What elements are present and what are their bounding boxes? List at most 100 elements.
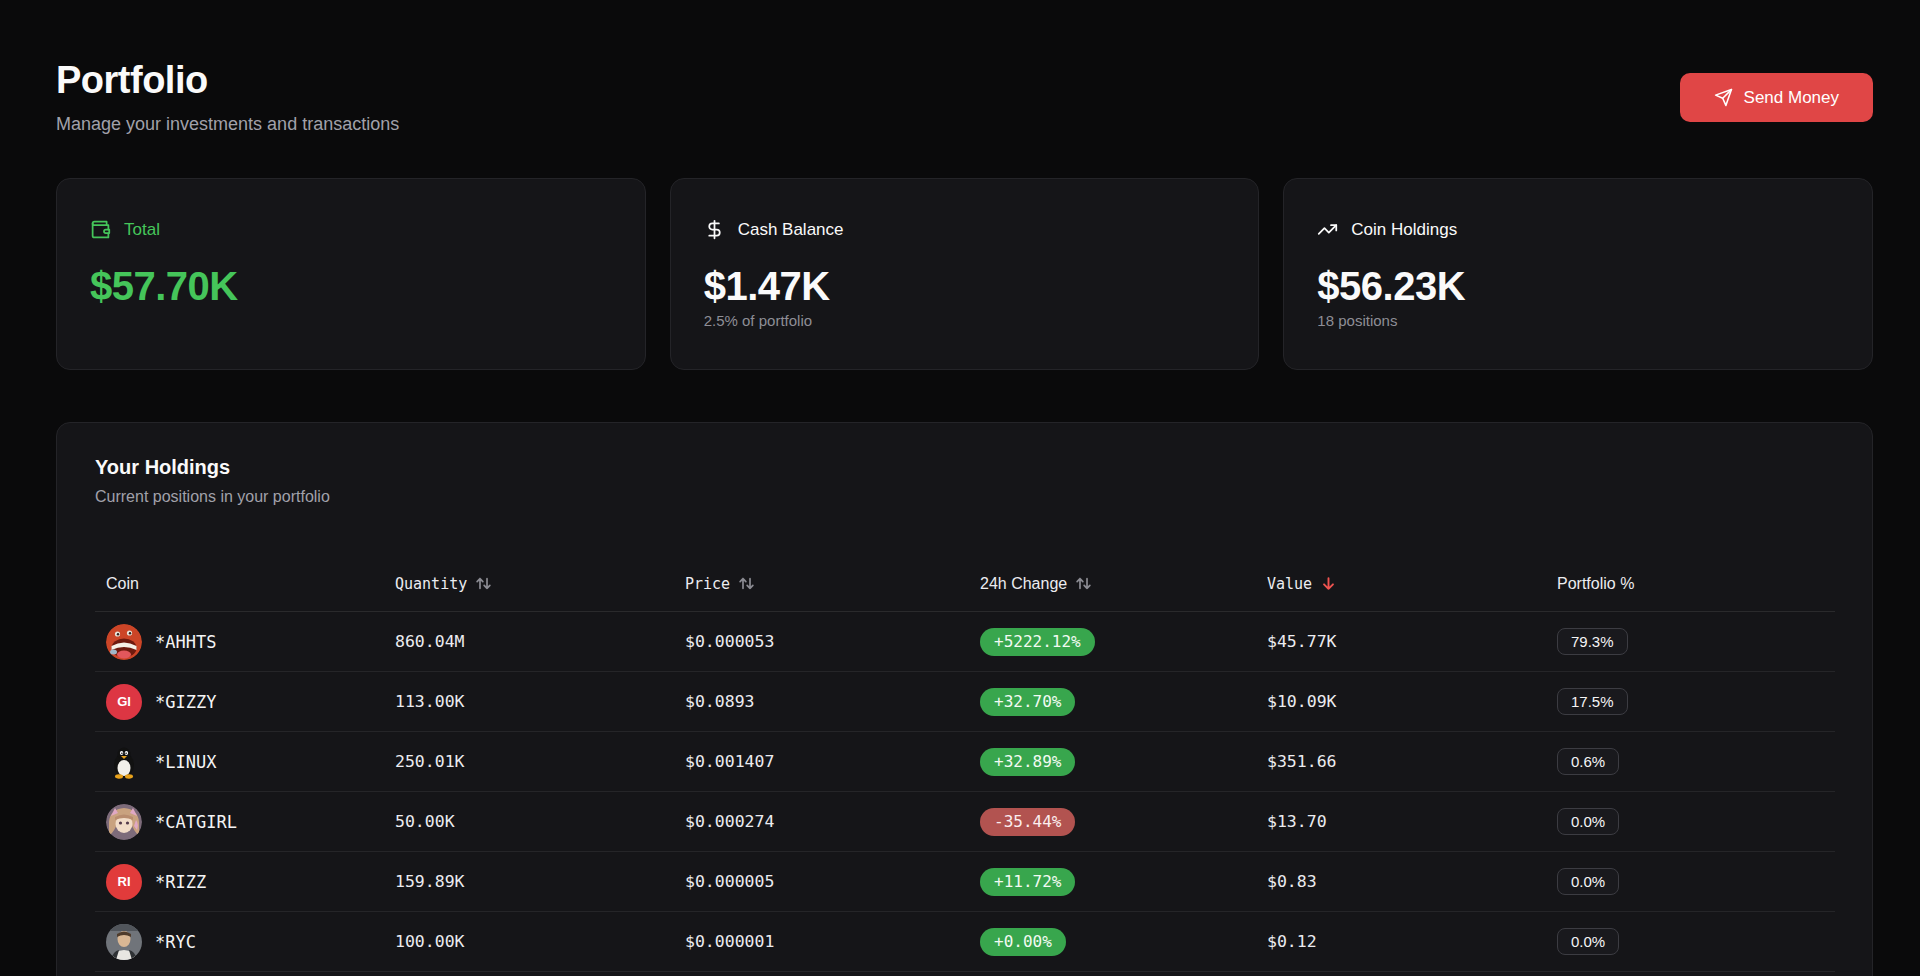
trending-up-icon	[1317, 219, 1338, 240]
quantity-cell: 50.00K	[395, 812, 685, 831]
column-header-price[interactable]: Price	[685, 575, 980, 593]
portfolio-pct-badge: 0.6%	[1557, 748, 1619, 775]
price-cell: $0.001407	[685, 752, 980, 771]
holdings-row[interactable]: *AHHTS 860.04M $0.000053 +5222.12% $45.7…	[95, 612, 1835, 672]
value-cell: $0.12	[1267, 932, 1557, 951]
portfolio-pct-badge: 0.0%	[1557, 928, 1619, 955]
stat-sub: 18 positions	[1317, 312, 1842, 329]
value-cell: $13.70	[1267, 812, 1557, 831]
coin-symbol: *GIZZY	[155, 692, 216, 712]
title-block: Portfolio Manage your investments and tr…	[56, 58, 399, 135]
stat-card-cash-balance: Cash Balance $1.47K 2.5% of portfolio	[670, 178, 1260, 370]
holdings-table: Coin Quantity Price 24h Change Value Por…	[95, 556, 1835, 972]
price-cell: $0.000274	[685, 812, 980, 831]
price-cell: $0.0893	[685, 692, 980, 711]
holdings-row[interactable]: *CATGIRL 50.00K $0.000274 -35.44% $13.70…	[95, 792, 1835, 852]
holdings-subtitle: Current positions in your portfolio	[95, 488, 1835, 506]
column-header-coin[interactable]: Coin	[95, 575, 395, 593]
stat-cards: Total $57.70K Cash Balance $1.47K 2.5% o…	[56, 178, 1873, 370]
change-cell: -35.44%	[980, 808, 1267, 836]
sort-desc-icon	[1320, 575, 1337, 592]
price-cell: $0.000053	[685, 632, 980, 651]
column-header-24h-change[interactable]: 24h Change	[980, 575, 1267, 593]
table-header-row: Coin Quantity Price 24h Change Value Por…	[95, 556, 1835, 612]
change-badge: -35.44%	[980, 808, 1075, 836]
quantity-cell: 250.01K	[395, 752, 685, 771]
change-badge: +32.89%	[980, 748, 1075, 776]
change-cell: +32.70%	[980, 688, 1267, 716]
holdings-row[interactable]: RI *RIZZ 159.89K $0.000005 +11.72% $0.83…	[95, 852, 1835, 912]
stat-sub: 2.5% of portfolio	[704, 312, 1229, 329]
stat-card-coin-holdings: Coin Holdings $56.23K 18 positions	[1283, 178, 1873, 370]
send-money-label: Send Money	[1744, 88, 1839, 108]
page-title: Portfolio	[56, 58, 399, 102]
stat-value: $1.47K	[704, 263, 1229, 309]
linux-avatar	[106, 744, 142, 780]
column-header-value[interactable]: Value	[1267, 575, 1557, 593]
portfolio-pct-cell: 0.0%	[1557, 808, 1835, 835]
portfolio-page: Portfolio Manage your investments and tr…	[56, 0, 1873, 976]
coin-cell: *AHHTS	[95, 624, 395, 660]
portfolio-pct-badge: 79.3%	[1557, 628, 1628, 655]
column-header-quantity[interactable]: Quantity	[395, 575, 685, 593]
stat-card-total: Total $57.70K	[56, 178, 646, 370]
coin-cell: GI *GIZZY	[95, 684, 395, 720]
portfolio-pct-cell: 0.0%	[1557, 928, 1835, 955]
portfolio-pct-cell: 0.0%	[1557, 868, 1835, 895]
rizz-avatar: RI	[106, 864, 142, 900]
stat-label-row: Cash Balance	[704, 219, 1229, 240]
change-badge: +0.00%	[980, 928, 1066, 956]
price-cell: $0.000001	[685, 932, 980, 951]
sort-both-icon	[475, 575, 492, 592]
value-cell: $45.77K	[1267, 632, 1557, 651]
sort-both-icon	[1075, 575, 1092, 592]
value-cell: $0.83	[1267, 872, 1557, 891]
ahhts-avatar	[106, 624, 142, 660]
stat-label-row: Coin Holdings	[1317, 219, 1842, 240]
page-subtitle: Manage your investments and transactions	[56, 114, 399, 135]
ryc-avatar	[106, 924, 142, 960]
column-header-portfolio-pct[interactable]: Portfolio %	[1557, 575, 1835, 593]
coin-symbol: *AHHTS	[155, 632, 216, 652]
coin-cell: *LINUX	[95, 744, 395, 780]
wallet-icon	[90, 219, 111, 240]
holdings-row[interactable]: *LINUX 250.01K $0.001407 +32.89% $351.66…	[95, 732, 1835, 792]
stat-label-row: Total	[90, 219, 615, 240]
value-cell: $351.66	[1267, 752, 1557, 771]
change-badge: +5222.12%	[980, 628, 1095, 656]
portfolio-pct-cell: 0.6%	[1557, 748, 1835, 775]
stat-value: $56.23K	[1317, 263, 1842, 309]
coin-cell: *CATGIRL	[95, 804, 395, 840]
portfolio-pct-cell: 79.3%	[1557, 628, 1835, 655]
quantity-cell: 159.89K	[395, 872, 685, 891]
catgirl-avatar	[106, 804, 142, 840]
portfolio-pct-badge: 17.5%	[1557, 688, 1628, 715]
coin-symbol: *LINUX	[155, 752, 216, 772]
topbar: Portfolio Manage your investments and tr…	[56, 58, 1873, 135]
quantity-cell: 113.00K	[395, 692, 685, 711]
send-icon	[1714, 88, 1733, 107]
portfolio-pct-badge: 0.0%	[1557, 808, 1619, 835]
coin-symbol: *RIZZ	[155, 872, 206, 892]
send-money-button[interactable]: Send Money	[1680, 73, 1873, 122]
coin-cell: *RYC	[95, 924, 395, 960]
sort-both-icon	[738, 575, 755, 592]
coin-cell: RI *RIZZ	[95, 864, 395, 900]
coin-symbol: *CATGIRL	[155, 812, 237, 832]
change-cell: +0.00%	[980, 928, 1267, 956]
stat-value: $57.70K	[90, 263, 615, 309]
gizzy-avatar: GI	[106, 684, 142, 720]
holdings-row[interactable]: GI *GIZZY 113.00K $0.0893 +32.70% $10.09…	[95, 672, 1835, 732]
change-cell: +11.72%	[980, 868, 1267, 896]
change-badge: +11.72%	[980, 868, 1075, 896]
holdings-row[interactable]: *RYC 100.00K $0.000001 +0.00% $0.12 0.0%	[95, 912, 1835, 972]
portfolio-pct-badge: 0.0%	[1557, 868, 1619, 895]
change-cell: +5222.12%	[980, 628, 1267, 656]
value-cell: $10.09K	[1267, 692, 1557, 711]
change-badge: +32.70%	[980, 688, 1075, 716]
dollar-icon	[704, 219, 725, 240]
stat-label: Cash Balance	[738, 220, 844, 240]
price-cell: $0.000005	[685, 872, 980, 891]
holdings-title: Your Holdings	[95, 456, 1835, 479]
stat-label: Coin Holdings	[1351, 220, 1457, 240]
